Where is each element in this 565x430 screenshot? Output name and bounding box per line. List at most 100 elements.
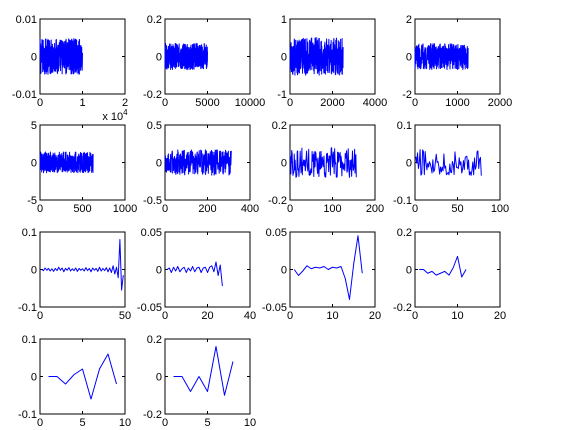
- series-line: [419, 255, 467, 278]
- y-tick-label: -0.5: [143, 195, 162, 207]
- y-tick-label: 0.05: [266, 227, 287, 239]
- y-tick-label: -0.1: [393, 195, 412, 207]
- y-tick-label: 0.2: [147, 334, 162, 346]
- subplot-7: 0 100 200-0.200.2: [268, 120, 384, 215]
- y-tick-label: 0.5: [147, 120, 162, 132]
- x-tick-label: 50: [451, 203, 463, 215]
- y-tick-label: -5: [27, 195, 37, 207]
- x-tick-label: 0: [162, 97, 168, 109]
- series-line: [41, 239, 124, 291]
- x-tick-label: 500: [73, 203, 91, 215]
- x-tick-label: 0: [162, 417, 168, 429]
- x-tick-label: 10: [451, 310, 463, 322]
- x-tick-label: 0: [287, 310, 293, 322]
- y-tick-label: 0.1: [22, 227, 37, 239]
- y-tick-label: 0: [281, 265, 287, 277]
- x-tick-label: 10: [119, 417, 131, 429]
- x-tick-label: 100: [491, 203, 509, 215]
- y-tick-label: 0: [31, 372, 37, 384]
- x-tick-label: 0: [37, 203, 43, 215]
- subplot-12: 0 10 20-0.200.2: [393, 227, 506, 322]
- y-tick-label: 0: [406, 52, 412, 64]
- x-tick-label: 10: [244, 417, 256, 429]
- y-tick-label: 0: [406, 265, 412, 277]
- subplot-13: 0 5 10-0.100.1: [18, 334, 131, 429]
- x-tick-label: 5000: [195, 97, 219, 109]
- x-exponent-label: x 104: [102, 108, 128, 123]
- y-tick-label: 0: [406, 158, 412, 170]
- y-tick-label: 0: [156, 52, 162, 64]
- x-tick-label: 0: [287, 203, 293, 215]
- series-line: [173, 346, 234, 396]
- series-line: [164, 149, 232, 176]
- subplot-4: 0 1000 2000-202: [402, 14, 512, 109]
- x-tick-label: 0: [287, 97, 293, 109]
- x-tick-label: 400: [241, 203, 259, 215]
- series-line: [39, 151, 94, 174]
- x-tick-label: 20: [494, 310, 506, 322]
- y-tick-label: 2: [406, 14, 412, 26]
- y-tick-label: 0: [281, 158, 287, 170]
- x-tick-label: 5: [79, 417, 85, 429]
- subplot-8: 0 50 100-0.100.1: [393, 120, 509, 215]
- y-tick-label: -2: [402, 89, 412, 101]
- series-line: [48, 353, 117, 400]
- y-tick-label: 0: [156, 372, 162, 384]
- x-tick-label: 0: [162, 203, 168, 215]
- y-tick-label: -0.05: [137, 302, 162, 314]
- subplot-6: 0 200 400-0.500.5: [143, 120, 259, 215]
- axes-frame: [414, 231, 501, 308]
- y-tick-label: 0.2: [397, 227, 412, 239]
- subplot-3: 0 2000 4000-101: [277, 14, 387, 109]
- y-tick-label: -0.01: [12, 89, 37, 101]
- x-tick-label: 0: [37, 310, 43, 322]
- x-tick-label: 2000: [320, 97, 344, 109]
- x-tick-label: 1000: [445, 97, 469, 109]
- y-tick-label: -0.2: [393, 302, 412, 314]
- series-line: [293, 235, 363, 300]
- x-tick-label: 50: [119, 310, 131, 322]
- x-tick-label: 10: [326, 310, 338, 322]
- y-tick-label: -1: [277, 89, 287, 101]
- y-tick-label: 5: [31, 120, 37, 132]
- y-tick-label: 0: [156, 265, 162, 277]
- x-tick-label: 20: [369, 310, 381, 322]
- x-tick-label: 0: [37, 97, 43, 109]
- series-line: [164, 42, 208, 71]
- x-tick-label: 0: [412, 203, 418, 215]
- series-line: [414, 43, 469, 70]
- y-tick-label: 0: [281, 52, 287, 64]
- x-tick-label: 40: [244, 310, 256, 322]
- y-tick-label: 0.1: [22, 334, 37, 346]
- y-tick-label: 0.1: [397, 120, 412, 132]
- subplot-14: 0 5 10-0.200.2: [143, 334, 256, 429]
- x-tick-label: 0: [37, 417, 43, 429]
- series-line: [39, 38, 83, 75]
- subplot-9: 0 50-0.100.1: [18, 227, 131, 322]
- axes-frame: [414, 124, 501, 201]
- y-tick-label: -0.1: [18, 409, 37, 421]
- y-tick-label: -0.05: [262, 302, 287, 314]
- x-tick-label: 10000: [235, 97, 266, 109]
- x-tick-label: 100: [323, 203, 341, 215]
- y-tick-label: 0.05: [141, 227, 162, 239]
- x-tick-label: 200: [366, 203, 384, 215]
- y-tick-label: 0: [31, 265, 37, 277]
- y-tick-label: 0: [31, 52, 37, 64]
- x-tick-label: 4000: [363, 97, 387, 109]
- y-tick-label: -0.2: [143, 409, 162, 421]
- x-tick-label: 5: [204, 417, 210, 429]
- x-tick-label: 2000: [488, 97, 512, 109]
- series-line: [289, 147, 357, 178]
- x-tick-label: 1000: [113, 203, 137, 215]
- y-tick-label: 0: [156, 158, 162, 170]
- x-tick-label: 2: [122, 97, 128, 109]
- x-tick-label: 0: [162, 310, 168, 322]
- y-tick-label: -0.2: [143, 89, 162, 101]
- y-tick-label: -0.1: [18, 302, 37, 314]
- x-tick-label: 20: [201, 310, 213, 322]
